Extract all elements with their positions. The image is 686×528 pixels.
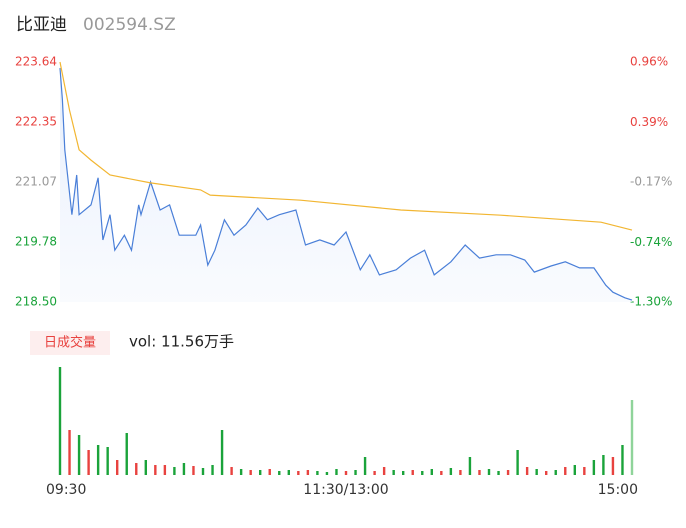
volume-bar [611, 457, 615, 475]
x-tick-label: 11:30/13:00 [303, 482, 388, 498]
volume-bar [497, 471, 500, 475]
volume-bar [106, 447, 109, 475]
y2-tick-label: 0.96% [630, 55, 668, 69]
volume-bar [602, 455, 605, 475]
volume-bar [487, 469, 491, 475]
volume-bar [478, 470, 481, 475]
volume-bar [621, 445, 624, 475]
y-tick-label: 221.07 [15, 175, 57, 189]
volume-bar [173, 467, 176, 475]
volume-bar [373, 471, 376, 475]
volume-bar [535, 469, 538, 475]
volume-bar [564, 467, 567, 475]
volume-bar [440, 471, 443, 475]
volume-bar [421, 471, 424, 475]
volume-bar [96, 445, 100, 475]
volume-button-label[interactable]: 日成交量 [44, 335, 96, 351]
y2-tick-label: -0.17% [630, 175, 672, 189]
volume-bar [144, 460, 147, 475]
average-line [59, 61, 633, 231]
volume-bar [354, 470, 357, 475]
volume-bar [306, 470, 310, 475]
volume-summary: vol: 11.56万手 [129, 333, 234, 351]
volume-bar [583, 467, 586, 475]
volume-bar [630, 400, 634, 475]
y-tick-label: 223.64 [15, 55, 57, 69]
volume-bar [335, 469, 338, 475]
price-line [59, 68, 633, 301]
volume-bar [192, 466, 195, 475]
volume-bar [525, 467, 529, 475]
volume-bar [506, 470, 510, 475]
volume-bar [154, 465, 157, 475]
volume-bar [249, 470, 252, 475]
volume-bar [516, 450, 519, 475]
y2-tick-label: 0.39% [630, 115, 668, 129]
y-tick-label: 218.50 [15, 295, 57, 309]
y-tick-label: 219.78 [15, 235, 57, 249]
volume-bar [230, 467, 233, 475]
volume-bar [135, 463, 138, 475]
volume-bar [259, 470, 262, 475]
volume-bar [392, 470, 395, 475]
volume-bar [268, 469, 271, 475]
volume-bar [287, 470, 290, 475]
volume-bar [278, 471, 281, 475]
volume-bar [592, 460, 596, 475]
volume-bar [411, 470, 414, 475]
volume-bar [325, 472, 329, 475]
volume-bar [449, 468, 453, 475]
stock-code: 002594.SZ [83, 15, 176, 35]
volume-bar [554, 470, 557, 475]
volume-bar [468, 457, 472, 475]
y2-tick-label: -0.74% [630, 235, 672, 249]
volume-bar [402, 471, 405, 475]
x-tick-label: 09:30 [46, 482, 86, 498]
volume-bar [382, 467, 386, 475]
volume-bar [116, 460, 119, 475]
x-tick-label: 15:00 [598, 482, 638, 498]
volume-bar [87, 450, 90, 475]
volume-bar [58, 367, 62, 475]
volume-bar [316, 471, 319, 475]
volume-bar [344, 471, 348, 475]
volume-button[interactable] [30, 331, 110, 355]
volume-bar [163, 465, 167, 475]
volume-bar [430, 469, 433, 475]
volume-bar [211, 465, 214, 475]
volume-bar [68, 430, 71, 475]
stock-name: 比亚迪 [16, 15, 67, 35]
volume-bar [545, 471, 548, 475]
volume-bar [297, 471, 300, 475]
volume-bar [573, 465, 576, 475]
volume-bar [459, 470, 462, 475]
price-area [60, 68, 632, 302]
volume-bar [182, 463, 186, 475]
y-tick-label: 222.35 [15, 115, 57, 129]
volume-bar [239, 469, 243, 475]
volume-bar [363, 457, 367, 475]
volume-bar [220, 430, 224, 475]
volume-bar [125, 433, 128, 475]
volume-bar [201, 468, 205, 475]
volume-bar [77, 435, 81, 475]
y2-tick-label: -1.30% [630, 295, 672, 309]
